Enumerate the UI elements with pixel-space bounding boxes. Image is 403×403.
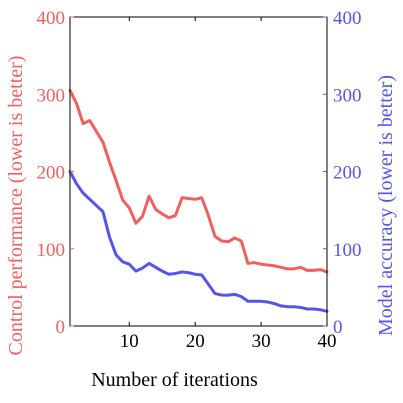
y-tick-label-right: 100	[333, 240, 362, 261]
x-tick-label: 40	[318, 331, 337, 352]
y-tick-label-right: 0	[333, 317, 343, 338]
y-axis-title-left: Control performance (lower is better)	[5, 56, 27, 356]
y-tick-label-left: 300	[37, 85, 66, 106]
x-axis-title: Number of iterations	[91, 369, 258, 391]
x-tick-label: 20	[186, 331, 205, 352]
y-tick-label-left: 400	[37, 8, 66, 29]
y-axis-title-right: Model accuracy (lower is better)	[375, 75, 397, 336]
plot-frame	[69, 16, 328, 327]
y-tick-label-right: 300	[333, 85, 362, 106]
y-tick-label-left: 200	[37, 163, 66, 184]
y-tick-label-right: 200	[333, 163, 362, 184]
x-tick-label: 10	[120, 331, 139, 352]
marks-layer	[68, 88, 329, 313]
y-tick-label-right: 400	[333, 8, 362, 29]
x-tick-label: 30	[252, 331, 271, 352]
y-tick-label-left: 0	[56, 317, 66, 338]
series-line-right	[68, 170, 329, 313]
y-tick-label-left: 100	[37, 240, 66, 261]
series-line-left	[68, 88, 329, 274]
